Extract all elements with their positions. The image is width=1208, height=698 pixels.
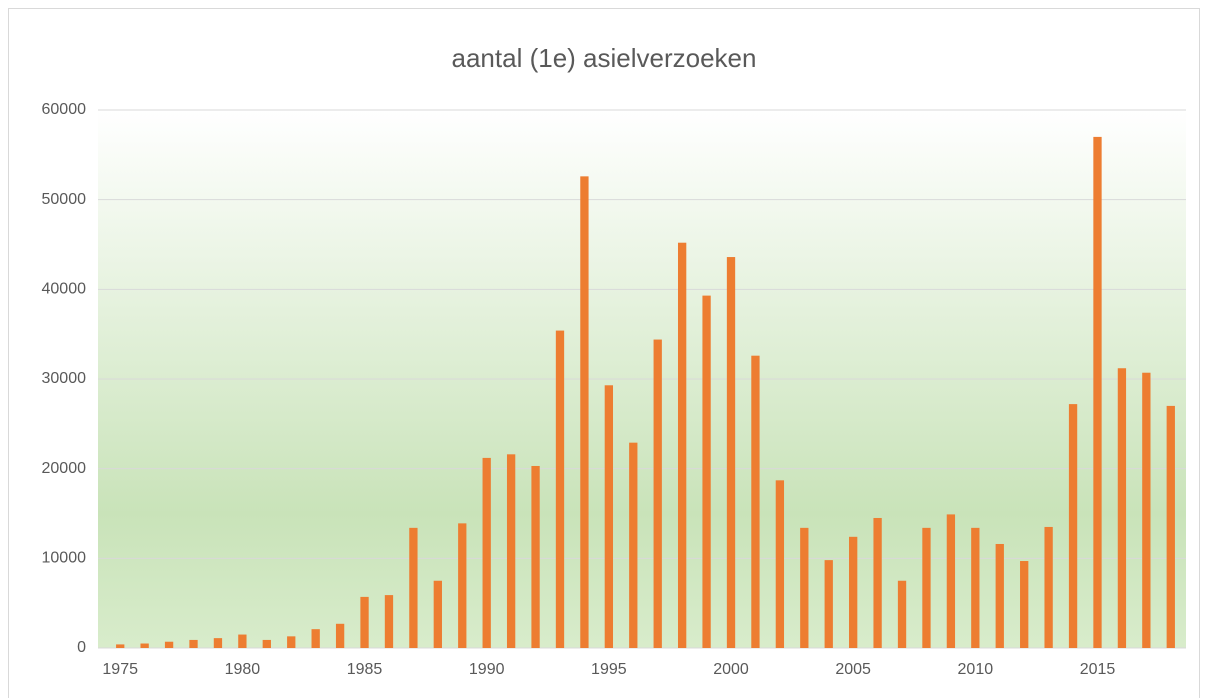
bar — [360, 596, 369, 648]
bar — [140, 643, 149, 648]
bar — [653, 339, 662, 648]
y-tick-label: 50000 — [42, 191, 87, 208]
y-tick-label: 20000 — [42, 460, 87, 477]
bar — [897, 580, 907, 648]
bar — [555, 330, 565, 648]
bar — [604, 385, 614, 648]
y-tick-label: 40000 — [42, 281, 87, 298]
bar — [1117, 368, 1127, 648]
x-tick-label: 2000 — [713, 661, 749, 678]
y-tick-label: 30000 — [42, 370, 87, 387]
bar — [800, 527, 809, 648]
bar — [1068, 404, 1078, 648]
bar — [433, 580, 442, 648]
bar — [824, 560, 833, 648]
bar — [213, 638, 223, 648]
chart-title: aantal (1e) asielverzoeken — [452, 43, 757, 73]
x-tick-label: 2010 — [958, 661, 994, 678]
x-tick-label: 2005 — [835, 661, 871, 678]
y-tick-label: 0 — [77, 639, 86, 656]
bar — [873, 517, 882, 648]
bar — [629, 442, 638, 648]
x-tick-label: 1985 — [347, 661, 383, 678]
bar — [189, 639, 198, 648]
bar — [458, 523, 467, 648]
bar — [1044, 526, 1053, 648]
x-tick-label: 1975 — [102, 661, 138, 678]
bar — [164, 641, 174, 648]
bar — [702, 295, 711, 648]
bar — [506, 454, 516, 648]
bar — [580, 176, 589, 648]
bar — [751, 355, 760, 648]
y-tick-label: 60000 — [42, 101, 87, 118]
bar — [531, 465, 540, 648]
x-tick-label: 1990 — [469, 661, 505, 678]
bar — [1142, 372, 1151, 648]
bar — [287, 636, 296, 648]
bar — [116, 644, 125, 648]
x-tick-label: 2015 — [1080, 661, 1116, 678]
x-tick-label: 1995 — [591, 661, 627, 678]
bar — [262, 639, 271, 648]
bar — [726, 257, 736, 648]
bar — [995, 543, 1004, 648]
bar — [384, 595, 394, 648]
bar — [677, 242, 687, 648]
bar — [775, 480, 785, 648]
bar — [946, 514, 956, 648]
bar — [1166, 405, 1175, 648]
bar — [849, 536, 858, 648]
bar — [482, 457, 491, 648]
bar — [238, 634, 247, 648]
bar — [1020, 561, 1029, 648]
bar — [409, 527, 418, 648]
bar — [971, 527, 980, 648]
bar — [1093, 136, 1102, 648]
bar — [335, 623, 345, 648]
bar — [922, 527, 931, 648]
bar — [311, 629, 320, 648]
y-tick-label: 10000 — [42, 550, 87, 567]
x-tick-label: 1980 — [225, 661, 261, 678]
